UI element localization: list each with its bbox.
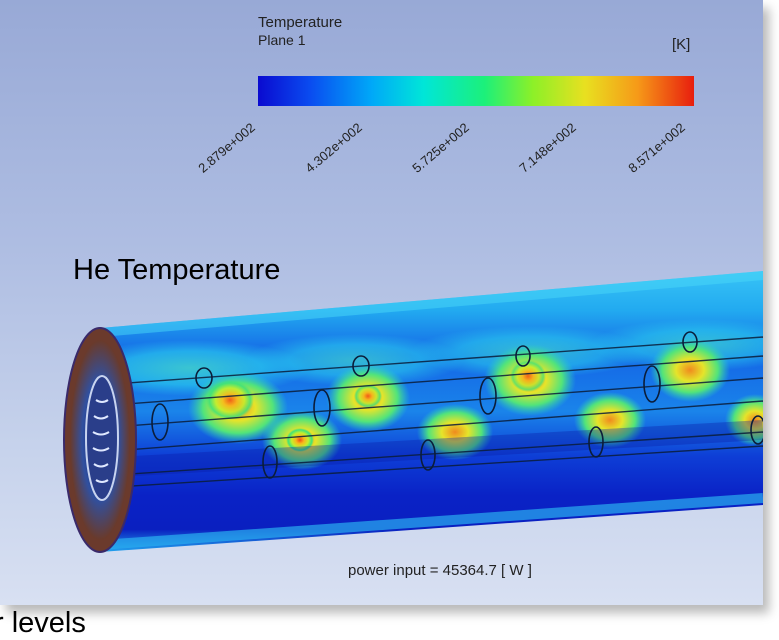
- legend-title: Temperature: [258, 14, 343, 31]
- he-temperature-heading: He Temperature: [73, 254, 281, 286]
- legend-subtitle: Plane 1: [258, 32, 306, 48]
- legend-unit: [K]: [672, 36, 691, 53]
- cutoff-bottom-text: r levels: [0, 607, 86, 639]
- pipe-temperature-render: [63, 271, 763, 553]
- temperature-colorbar: [258, 76, 694, 106]
- simulation-render-panel: Temperature Plane 1 [K] 2.879e+002 4.302…: [0, 0, 763, 605]
- power-input-label: power input = 45364.7 [ W ]: [348, 562, 532, 579]
